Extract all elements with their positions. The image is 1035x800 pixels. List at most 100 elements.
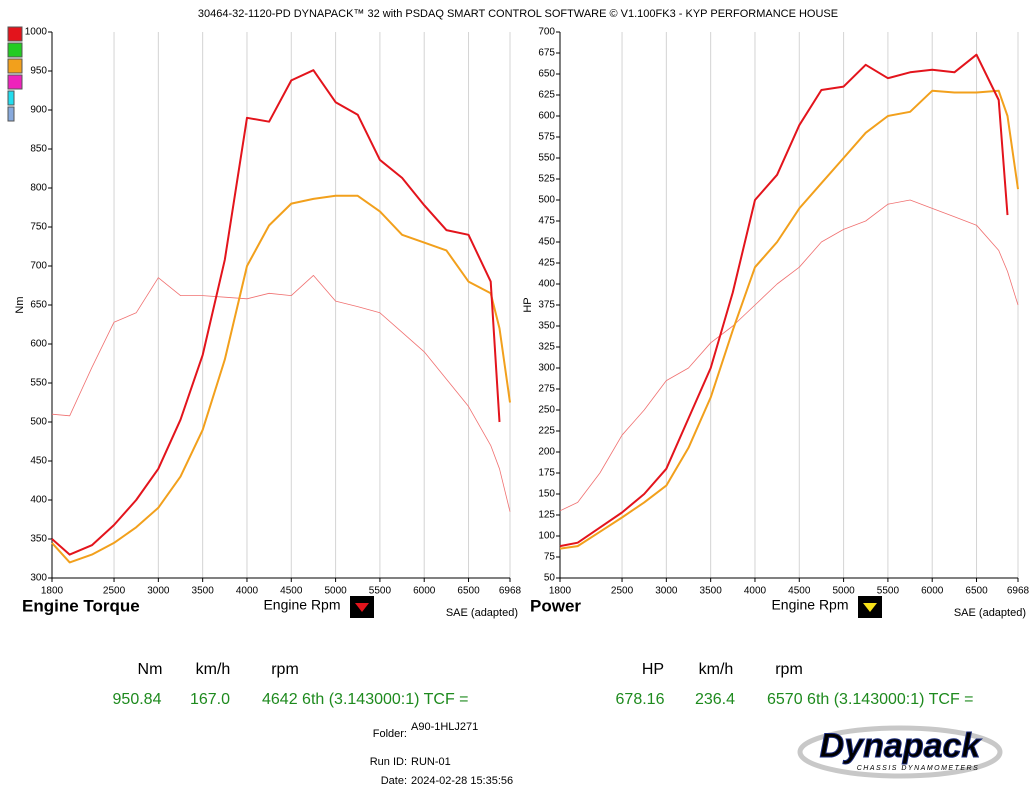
y-tick-label: 450 xyxy=(30,456,47,467)
y-tick-label: 400 xyxy=(30,495,47,506)
y-tick-label: 175 xyxy=(538,468,555,479)
legend-swatches xyxy=(7,26,23,122)
readout-header: HP xyxy=(642,661,664,678)
y-tick-label: 600 xyxy=(538,111,555,122)
y-tick-label: 325 xyxy=(538,342,555,353)
y-tick-label: 475 xyxy=(538,216,555,227)
x-tick-label: 6968 xyxy=(499,586,522,597)
readout-value: 167.0 xyxy=(190,691,230,708)
y-tick-label: 525 xyxy=(538,174,555,185)
y-tick-label: 750 xyxy=(30,222,47,233)
y-tick-label: 275 xyxy=(538,384,555,395)
x-tick-label: 6000 xyxy=(921,586,944,597)
x-tick-label: 3500 xyxy=(192,586,215,597)
series-line xyxy=(51,275,511,512)
y-tick-label: 400 xyxy=(538,279,555,290)
x-tick-label: 4500 xyxy=(788,586,811,597)
series-line xyxy=(559,89,1019,550)
y-tick-label: 950 xyxy=(30,66,47,77)
x-tick-label: 6000 xyxy=(413,586,436,597)
x-tick-label: 6500 xyxy=(965,586,988,597)
y-axis-label: Nm xyxy=(14,296,26,313)
y-tick-label: 350 xyxy=(538,321,555,332)
y-tick-label: 850 xyxy=(30,144,47,155)
y-tick-label: 300 xyxy=(30,573,47,584)
y-tick-label: 650 xyxy=(30,300,47,311)
readout-header: km/h xyxy=(196,661,231,678)
y-tick-label: 425 xyxy=(538,258,555,269)
swatch xyxy=(7,42,23,58)
swatch xyxy=(7,74,23,90)
y-tick-label: 450 xyxy=(538,237,555,248)
y-tick-label: 625 xyxy=(538,90,555,101)
readout-value: 6570 6th (3.143000:1) TCF = xyxy=(767,691,974,708)
y-tick-label: 550 xyxy=(30,378,47,389)
swatch xyxy=(7,58,23,74)
y-tick-label: 150 xyxy=(538,489,555,500)
readout-value: 236.4 xyxy=(695,691,735,708)
y-tick-label: 125 xyxy=(538,510,555,521)
x-axis-label: Engine Rpm xyxy=(771,597,848,613)
y-tick-label: 575 xyxy=(538,132,555,143)
y-tick-label: 600 xyxy=(30,339,47,350)
chart: 1800 2500 3000 3500 4000 4500 5000 5500 6000 6500… xyxy=(522,27,1030,709)
y-tick-label: 75 xyxy=(544,552,556,563)
readout-header: rpm xyxy=(775,661,803,678)
y-tick-label: 500 xyxy=(30,417,47,428)
x-tick-label: 4000 xyxy=(236,586,259,597)
chart: 1800 2500 3000 3500 4000 4500 5000 5500 6000 6500… xyxy=(14,27,522,709)
x-tick-label: 4500 xyxy=(280,586,303,597)
logo: Dynapack CHASSIS DYNAMOMETERS xyxy=(797,725,1003,779)
series-line xyxy=(559,53,1009,548)
y-tick-label: 700 xyxy=(538,27,555,38)
x-tick-label: 6500 xyxy=(457,586,480,597)
y-tick-label: 100 xyxy=(538,531,555,542)
readout-value: 678.16 xyxy=(616,691,665,708)
y-tick-label: 200 xyxy=(538,447,555,458)
y-tick-label: 300 xyxy=(538,363,555,374)
readout-value: 950.84 xyxy=(113,691,162,708)
x-tick-label: 5000 xyxy=(832,586,855,597)
date-label: Date: xyxy=(381,775,407,787)
note: SAE (adapted) xyxy=(446,607,518,619)
run-id: RUN-01 xyxy=(411,756,451,768)
x-tick-label: 1800 xyxy=(549,586,572,597)
x-tick-label: 4000 xyxy=(744,586,767,597)
y-tick-label: 1000 xyxy=(25,27,48,38)
readout-header: rpm xyxy=(271,661,299,678)
x-tick-label: 5500 xyxy=(877,586,900,597)
run-label: Run ID: xyxy=(370,756,407,768)
x-tick-label: 3000 xyxy=(655,586,678,597)
y-tick-label: 675 xyxy=(538,48,555,59)
x-tick-label: 2500 xyxy=(611,586,634,597)
y-tick-label: 700 xyxy=(30,261,47,272)
y-axis-label: HP xyxy=(522,297,534,312)
x-tick-label: 2500 xyxy=(103,586,126,597)
dropdown-arrow xyxy=(355,603,369,612)
swatch xyxy=(7,90,15,106)
note: SAE (adapted) xyxy=(954,607,1026,619)
y-tick-label: 500 xyxy=(538,195,555,206)
x-axis-label: Engine Rpm xyxy=(263,597,340,613)
y-tick-label: 250 xyxy=(538,405,555,416)
swatch xyxy=(7,106,15,122)
readout-header: Nm xyxy=(138,661,163,678)
logo-name: Dynapack xyxy=(820,727,983,765)
readout-header: km/h xyxy=(699,661,734,678)
x-tick-label: 6968 xyxy=(1007,586,1030,597)
x-tick-label: 5500 xyxy=(369,586,392,597)
logo-swoosh xyxy=(797,725,1003,779)
dropdown-arrow xyxy=(863,603,877,612)
y-tick-label: 900 xyxy=(30,105,47,116)
series-line xyxy=(51,69,501,556)
readout-value: 4642 6th (3.143000:1) TCF = xyxy=(262,691,469,708)
series-line xyxy=(559,199,1019,512)
x-tick-label: 1800 xyxy=(41,586,64,597)
y-tick-label: 350 xyxy=(30,534,47,545)
x-tick-label: 5000 xyxy=(324,586,347,597)
y-tick-label: 375 xyxy=(538,300,555,311)
page-title: 30464-32-1120-PD DYNAPACK™ 32 with PSDAQ… xyxy=(198,8,838,20)
chart-title: Power xyxy=(530,596,581,615)
folder: A90-1HLJ271 xyxy=(411,721,478,733)
